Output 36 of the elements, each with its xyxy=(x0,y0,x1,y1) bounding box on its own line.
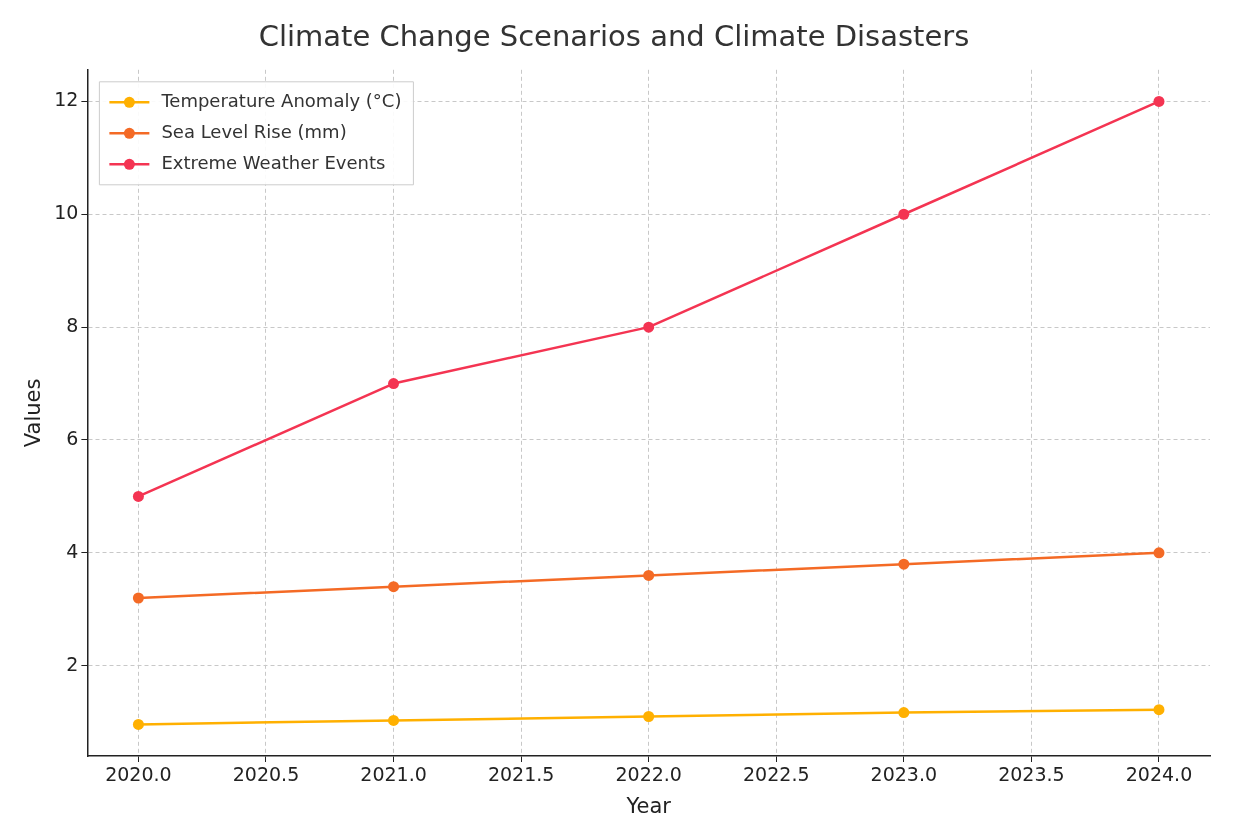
point xyxy=(643,711,655,722)
y-tick-label: 2 xyxy=(66,652,79,675)
x-tick-label: 2022.0 xyxy=(615,763,682,786)
legend-label: Sea Level Rise (mm) xyxy=(161,120,347,142)
x-tick-label: 2023.0 xyxy=(870,763,938,786)
point xyxy=(1153,704,1165,716)
x-tick-label: 2020.5 xyxy=(232,763,300,786)
chart-title: Climate Change Scenarios and Climate Disasters xyxy=(258,18,970,53)
x-tick-label: 2021.0 xyxy=(360,763,427,786)
x-tick-label: 2023.5 xyxy=(998,763,1065,786)
legend-label: Temperature Anomaly (°C) xyxy=(160,89,402,111)
x-tick-label: 2020.0 xyxy=(105,763,172,786)
point xyxy=(643,321,655,333)
point xyxy=(1153,547,1165,559)
point xyxy=(132,718,144,730)
point xyxy=(898,707,910,719)
point xyxy=(132,490,144,502)
y-tick-label: 4 xyxy=(66,539,79,562)
x-tick-label: 2022.5 xyxy=(743,763,810,786)
point xyxy=(388,378,400,390)
x-axis-title: Year xyxy=(625,793,672,818)
point xyxy=(1153,95,1165,107)
y-tick-label: 8 xyxy=(66,314,79,337)
x-tick-label: 2024.0 xyxy=(1125,763,1193,786)
y-tick-label: 12 xyxy=(54,88,79,111)
x-tick-label: 2021.5 xyxy=(487,763,555,786)
legend-label: Extreme Weather Events xyxy=(161,151,386,173)
y-tick-label: 10 xyxy=(54,201,79,224)
point xyxy=(643,569,655,581)
point xyxy=(388,581,400,593)
point xyxy=(388,714,400,726)
point xyxy=(898,558,910,570)
point xyxy=(898,208,910,220)
point xyxy=(132,592,144,604)
y-tick-label: 6 xyxy=(66,426,79,449)
y-axis-title: Values xyxy=(21,378,46,448)
